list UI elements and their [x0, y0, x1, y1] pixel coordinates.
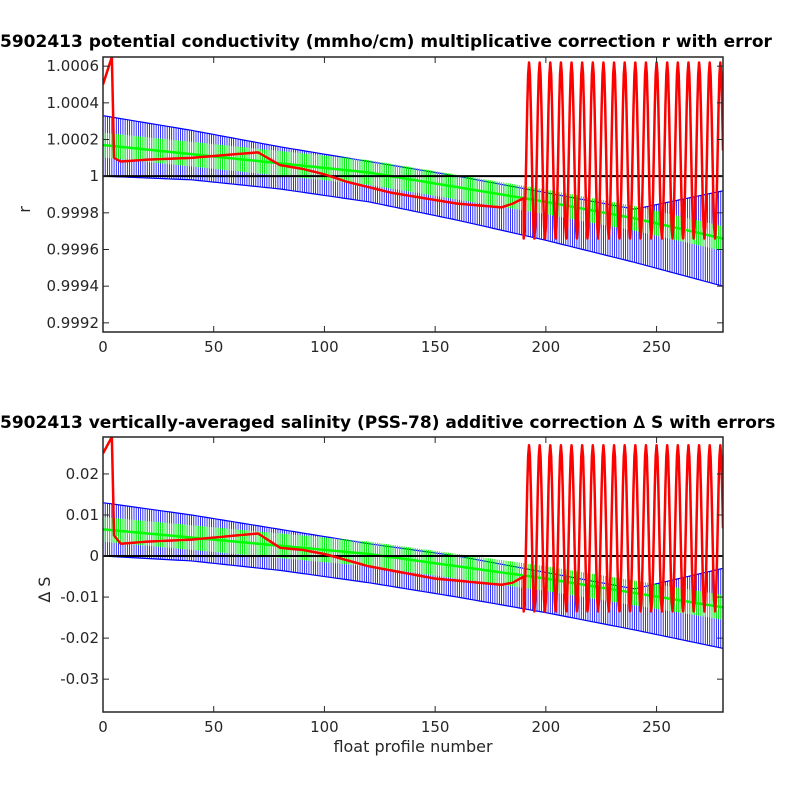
plot-area: [103, 437, 723, 649]
y-tick-label: 0.02: [66, 465, 99, 483]
axes-box: [102, 56, 724, 333]
y-tick-label: 1.0006: [47, 57, 100, 75]
x-tick-label: 200: [532, 338, 561, 356]
blue-error-band: [103, 115, 723, 287]
x-tick-label: 250: [642, 718, 671, 736]
y-tick-label: 0.9998: [47, 204, 100, 222]
x-axis-label: float profile number: [333, 737, 493, 756]
x-tick-label: 200: [532, 718, 561, 736]
x-tick-label: 150: [421, 338, 450, 356]
y-axis-label: ∆ S: [35, 577, 54, 604]
x-tick-label: 0: [98, 718, 108, 736]
top-panel-conductivity-correction: 0 50 100 150 200 250 0.9992 0.9994 0.9996 0.9998 1…: [0, 32, 773, 356]
y-tick-label: 1: [89, 167, 99, 185]
x-tick-label: 0: [98, 338, 108, 356]
x-tick-label: 150: [421, 718, 450, 736]
chart-title: 5902413 potential conductivity (mmho/cm)…: [0, 32, 773, 52]
y-axis-label: r: [15, 206, 34, 213]
x-tick-label: 50: [204, 718, 223, 736]
x-tick-label: 50: [204, 338, 223, 356]
y-tick-label: 0.9992: [47, 314, 100, 332]
y-tick-label: 0.01: [66, 506, 99, 524]
plot-area: [103, 57, 723, 287]
blue-lower-bound: [103, 555, 723, 649]
red-correction-line: [103, 57, 723, 240]
y-tick-label: -0.03: [60, 670, 99, 688]
bottom-panel-salinity-correction: 0 50 100 150 200 250 -0.03 -0.02 -0.01 0 0.01 0.02 5…: [0, 413, 775, 756]
x-tick-label: 100: [310, 718, 339, 736]
y-tick-label: -0.02: [60, 629, 99, 647]
x-tick-label: 250: [642, 338, 671, 356]
y-tick-label: 0.9994: [47, 277, 100, 295]
chart-title: 5902413 vertically-averaged salinity (PS…: [0, 413, 775, 433]
y-tick-label: -0.01: [60, 588, 99, 606]
axes-box: [102, 436, 724, 713]
y-tick-label: 1.0004: [47, 94, 100, 112]
red-correction-line: [103, 437, 723, 613]
y-tick-label: 1.0002: [47, 131, 100, 149]
y-tick-label: 0.9996: [47, 241, 100, 259]
x-tick-label: 100: [310, 338, 339, 356]
blue-lower-bound: [103, 175, 723, 287]
y-tick-label: 0: [89, 547, 99, 565]
